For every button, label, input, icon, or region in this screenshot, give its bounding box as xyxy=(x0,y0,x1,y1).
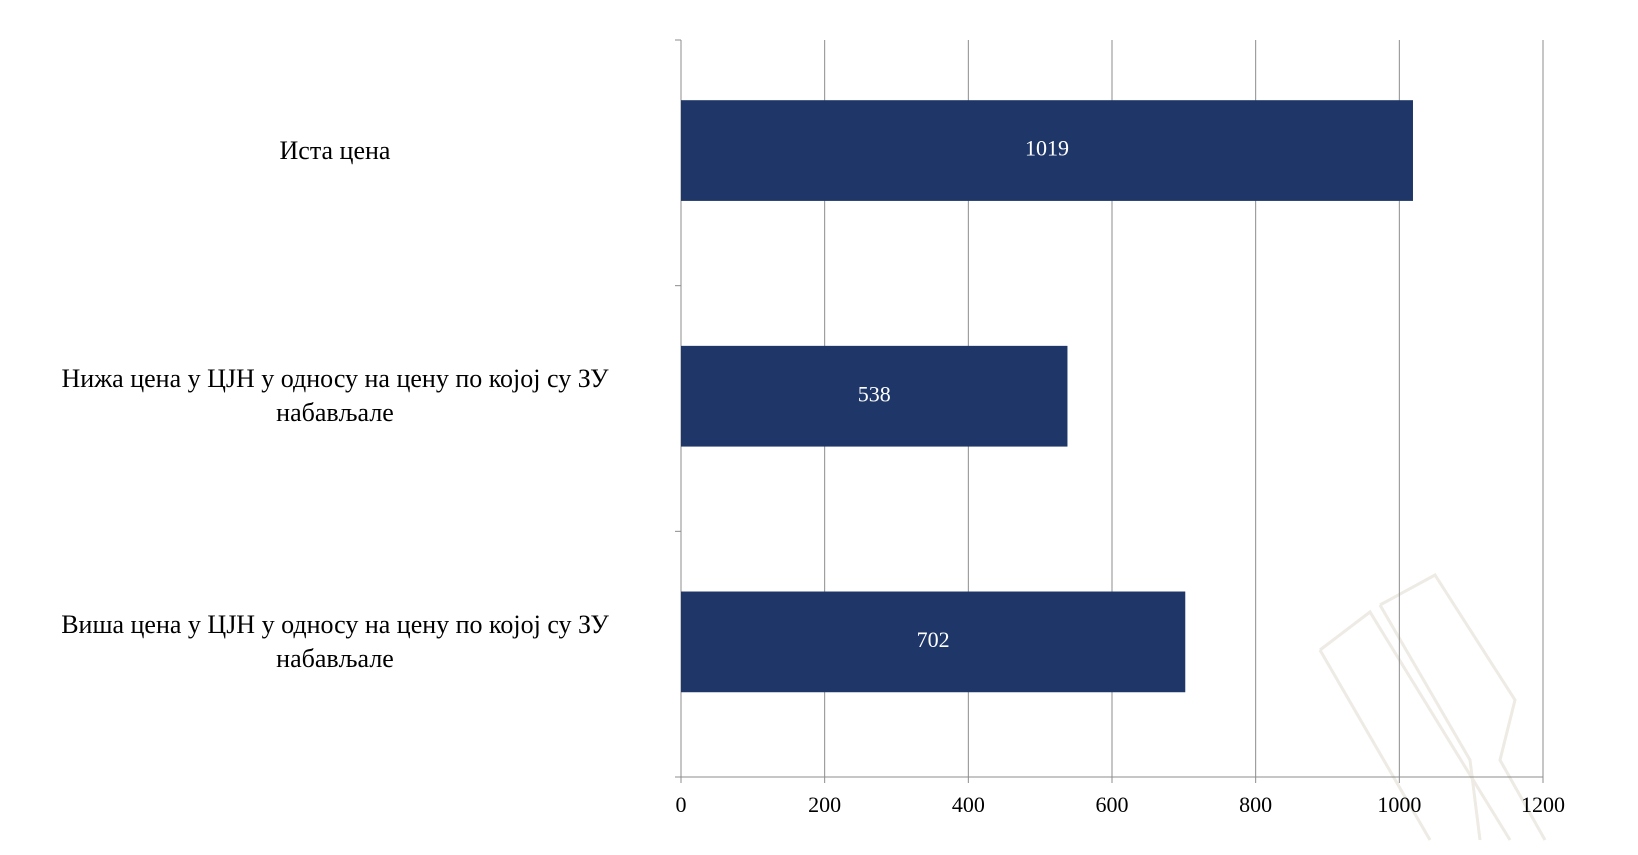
bar xyxy=(681,345,1068,447)
y-tick-label: Виша цена у ЦЈН у односу на цену по којо… xyxy=(61,609,609,673)
x-tick-label: 200 xyxy=(808,792,841,817)
watermark xyxy=(1318,573,1547,841)
value-label: 538 xyxy=(858,381,891,406)
x-tick-label: 800 xyxy=(1239,792,1272,817)
bar xyxy=(681,591,1186,693)
x-tick-label: 400 xyxy=(952,792,985,817)
y-tick-label: Нижа цена у ЦЈН у односу на цену по којо… xyxy=(61,364,609,428)
bar xyxy=(681,100,1413,201)
x-tick-label: 1000 xyxy=(1377,792,1421,817)
x-tick-label: 600 xyxy=(1096,792,1129,817)
value-label: 702 xyxy=(917,627,950,652)
x-tick-label: 0 xyxy=(676,792,687,817)
value-label: 1019 xyxy=(1025,136,1069,161)
x-tick-label: 1200 xyxy=(1521,792,1565,817)
y-tick-label: Иста цена xyxy=(279,135,391,165)
